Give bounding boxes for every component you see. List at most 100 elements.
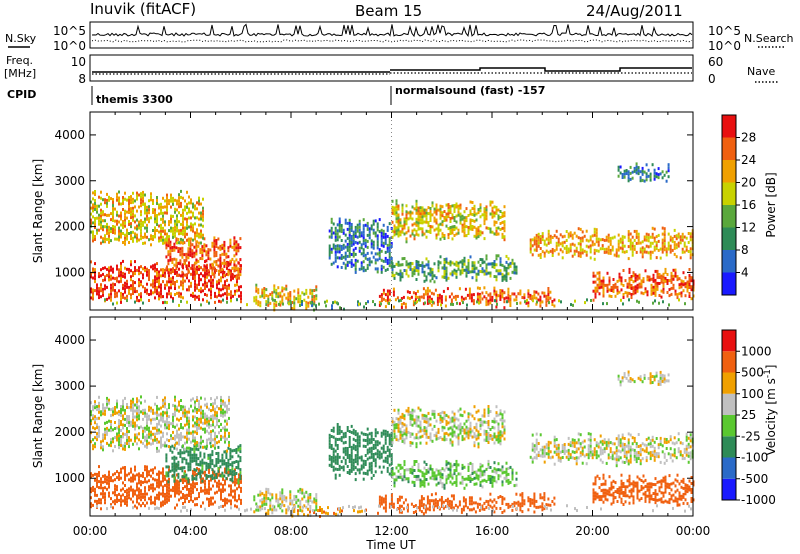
scatter-cell [281,488,284,492]
scatter-cell [666,282,669,285]
scatter-cell [354,264,357,268]
scatter-cell [134,436,136,440]
scatter-cell [388,222,391,226]
scatter-cell [491,200,494,204]
scatter-cell [391,268,394,272]
scatter-cell [175,462,178,466]
scatter-cell [253,299,256,303]
scatter-cell [336,444,339,447]
scatter-cell [154,284,156,288]
scatter-cell [122,499,124,503]
scatter-cell [393,224,396,228]
scatter-cell [627,176,630,180]
scatter-cell [328,436,331,440]
scatter-cell [189,465,192,469]
scatter-cell [112,213,114,216]
scatter-cell [657,167,660,171]
scatter-cell [168,492,170,496]
nave-label: Nave [747,65,775,78]
scatter-cell [579,242,582,246]
scatter-cell [154,275,156,279]
scatter-cell [190,284,192,288]
scatter-cell [409,213,412,217]
scatter-cell [679,241,682,245]
scatter-cell [545,303,548,307]
scatter-cell [106,429,108,433]
colorbar-tick-label: 16 [741,198,756,212]
scatter-cell [238,485,240,489]
scatter-cell [478,298,481,302]
scatter-cell [271,291,274,295]
scatter-cell [497,226,500,230]
scatter-cell [173,479,176,483]
scatter-cell [413,207,416,211]
scatter-cell [273,505,276,509]
scatter-cell [358,240,361,244]
scatter-cell [100,413,102,417]
scatter-cell [667,241,670,245]
scatter-cell [96,478,98,482]
scatter-cell [439,228,442,232]
scatter-cell [649,244,652,248]
scatter-cell [128,291,130,295]
scatter-cell [146,415,148,419]
scatter-cell [130,278,132,282]
scatter-cell [346,260,349,264]
scatter-cell [457,204,460,208]
scatter-cell [539,298,542,302]
scatter-cell [645,175,648,179]
scatter-cell [356,223,359,227]
scatter-cell [515,271,518,275]
scatter-cell [189,447,192,451]
scatter-cell [158,270,160,274]
scatter-cell [483,295,486,299]
scatter-cell [102,406,104,410]
scatter-cell [352,242,355,246]
scatter-cell [202,409,204,413]
scatter-cell [263,496,266,500]
scatter-cell [158,206,160,210]
scatter-cell [220,410,222,414]
scatter-cell [346,426,349,429]
scatter-cell [116,488,118,492]
scatter-cell [156,425,158,429]
scatter-cell [116,399,118,403]
scatter-cell [471,207,474,210]
scatter-cell [378,294,381,298]
scatter-cell [138,299,140,303]
scatter-cell [112,204,114,207]
scatter-cell [110,277,112,281]
scatter-cell [543,251,546,255]
scatter-cell [384,250,387,254]
scatter-cell [199,469,202,473]
scatter-cell [330,462,333,465]
scatter-cell [175,264,178,268]
scatter-cell [118,428,120,432]
scatter-cell [637,238,640,242]
scatter-cell [154,263,156,267]
scatter-cell [174,234,176,238]
scatter-cell [221,474,224,478]
scatter-cell [134,468,136,472]
scatter-cell [178,303,180,307]
scatter-cell [164,426,166,430]
scatter-cell [192,276,194,280]
scatter-cell [437,226,440,230]
scatter-cell [531,238,534,242]
scatter-cell [467,259,470,262]
scatter-cell [600,285,603,289]
scatter-cell [357,300,359,304]
scatter-cell [186,223,188,227]
scatter-cell [188,243,190,247]
scatter-cell [537,232,540,236]
scatter-cell [386,292,389,296]
scatter-cell [617,242,620,246]
scatter-cell [541,235,544,239]
scatter-cell [162,434,164,438]
scatter-cell [507,287,510,291]
scatter-cell [210,278,212,282]
scatter-cell [122,295,124,299]
scatter-cell [98,425,100,429]
scatter-cell [497,254,500,258]
scatter-cell [391,271,394,275]
